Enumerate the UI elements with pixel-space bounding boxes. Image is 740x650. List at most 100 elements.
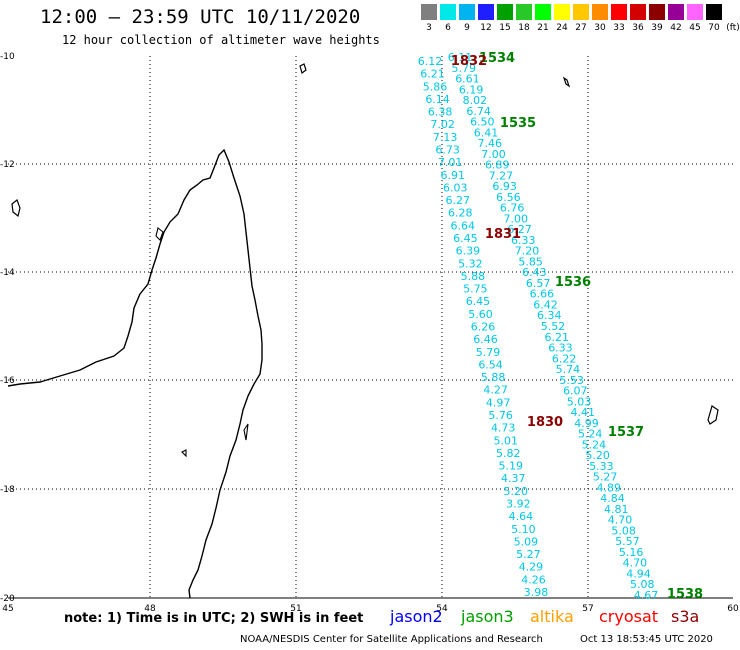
longitude-label: 48: [144, 604, 156, 614]
scale-label: 36: [632, 23, 644, 33]
wave-height-value: 7.27: [489, 169, 514, 182]
latitude-label: -14: [0, 268, 15, 278]
island-outline: [299, 63, 307, 75]
longitude-label: 57: [582, 604, 593, 614]
scale-label: 42: [670, 23, 682, 33]
wave-height-value: 6.22: [552, 352, 577, 365]
wave-height-value: 7.00: [481, 148, 506, 161]
wave-height-value: 4.81: [604, 503, 629, 516]
satellite-label-cryosat: cryosat: [599, 607, 659, 626]
wave-height-value: 6.11: [448, 51, 473, 64]
wave-height-value: 6.64: [451, 219, 476, 232]
wave-height-value: 4.89: [597, 481, 622, 494]
wave-height-value: 4.70: [608, 514, 633, 527]
latitude-label: -10: [0, 52, 15, 62]
map-subtitle: 12 hour collection of altimeter wave hei…: [62, 33, 380, 47]
scale-label: 30: [594, 23, 606, 33]
scale-swatch: [573, 4, 589, 20]
wave-height-value: 6.12: [418, 55, 443, 68]
scale-swatch: [516, 4, 532, 20]
scale-label: 21: [537, 23, 549, 33]
scale-swatch: [611, 4, 627, 20]
wave-height-value: 7.20: [515, 245, 540, 258]
overpass-time-label: 1534: [479, 51, 515, 66]
scale-label: 6: [445, 23, 451, 33]
scale-label: 24: [556, 23, 568, 33]
wave-height-value: 5.88: [481, 371, 506, 384]
scale-swatch: [478, 4, 494, 20]
wave-height-value: 4.67: [634, 589, 659, 602]
scale-label: 18: [518, 23, 530, 33]
wave-height-value: 5.10: [511, 523, 536, 536]
scale-swatch: [440, 4, 456, 20]
wave-height-value: 4.94: [626, 567, 651, 580]
wave-height-value: 6.26: [471, 321, 496, 334]
wave-height-value: 7.02: [430, 118, 455, 131]
wave-height-value: 6.33: [548, 342, 573, 355]
latitude-label: -20: [0, 594, 15, 604]
wave-height-value: 6.21: [544, 331, 569, 344]
wave-height-value: 5.08: [630, 578, 655, 591]
wave-height-value: 5.33: [589, 460, 614, 473]
wave-height-value: 5.53: [559, 374, 584, 387]
wave-height-value: 6.61: [455, 73, 480, 86]
wave-height-value: 6.03: [443, 181, 468, 194]
wave-height-value: 6.76: [500, 202, 525, 215]
overpass-time-label: 1535: [500, 116, 536, 131]
units-note: note: 1) Time is in UTC; 2) SWH is in fe…: [64, 611, 364, 626]
wave-height-value: 6.56: [496, 191, 521, 204]
satellite-label-jason2: jason2: [390, 607, 443, 626]
island-outline: [562, 76, 571, 88]
wave-height-value: 4.64: [509, 510, 534, 523]
footer-credit: NOAA/NESDIS Center for Satellite Applica…: [240, 634, 543, 645]
wave-height-value: 4.99: [574, 417, 599, 430]
wave-height-value: 6.39: [456, 245, 481, 258]
wave-height-value: 5.27: [593, 471, 618, 484]
scale-swatch: [459, 4, 475, 20]
wave-height-value: 6.27: [446, 194, 471, 207]
wave-height-value: 5.24: [578, 428, 603, 441]
wave-height-value: 6.41: [474, 126, 499, 139]
wave-height-value: 6.89: [485, 159, 510, 172]
wave-height-value: 4.27: [483, 384, 508, 397]
wave-height-value: 6.42: [533, 298, 558, 311]
scale-swatch: [630, 4, 646, 20]
wave-height-value: 7.00: [504, 212, 529, 225]
scale-label: 45: [689, 23, 701, 33]
wave-height-value: 6.45: [466, 295, 491, 308]
wave-height-value: 5.74: [556, 363, 581, 376]
scale-swatch: [535, 4, 551, 20]
scale-label: 3: [426, 23, 432, 33]
wave-height-value: 7.01: [438, 156, 463, 169]
longitude-label: 45: [2, 604, 13, 614]
wave-height-value: 4.37: [501, 472, 526, 485]
footer-timestamp: Oct 13 18:53:45 UTC 2020: [580, 634, 713, 645]
island-outline: [11, 199, 21, 218]
scale-label: 15: [499, 23, 511, 33]
longitude-label: 60: [727, 604, 739, 614]
wave-height-value: 4.84: [600, 492, 625, 505]
scale-label: 12: [480, 23, 492, 33]
wave-height-value: 6.46: [473, 333, 498, 346]
scale-label: 70: [708, 23, 720, 33]
scale-swatch: [668, 4, 684, 20]
scale-swatch: [421, 4, 437, 20]
wave-height-value: 3.98: [524, 586, 549, 599]
satellite-label-altika: altika: [530, 607, 574, 626]
wave-height-value: 6.33: [511, 234, 536, 247]
wave-height-value: 6.43: [522, 266, 547, 279]
madagascar-coastline: [7, 148, 263, 599]
wave-height-value: 6.57: [526, 277, 551, 290]
scale-swatch: [706, 4, 722, 20]
wave-height-value: 5.08: [611, 524, 636, 537]
wave-height-value: 5.19: [499, 460, 524, 473]
wave-height-value: 8.02: [463, 94, 488, 107]
wave-height-value: 6.07: [563, 385, 588, 398]
scale-label: 39: [651, 23, 663, 33]
wave-height-value: 4.41: [571, 406, 596, 419]
wave-height-value: 6.38: [428, 106, 453, 119]
wave-height-value: 5.57: [615, 535, 640, 548]
scale-swatch: [687, 4, 703, 20]
wave-height-value: 5.75: [463, 283, 488, 296]
